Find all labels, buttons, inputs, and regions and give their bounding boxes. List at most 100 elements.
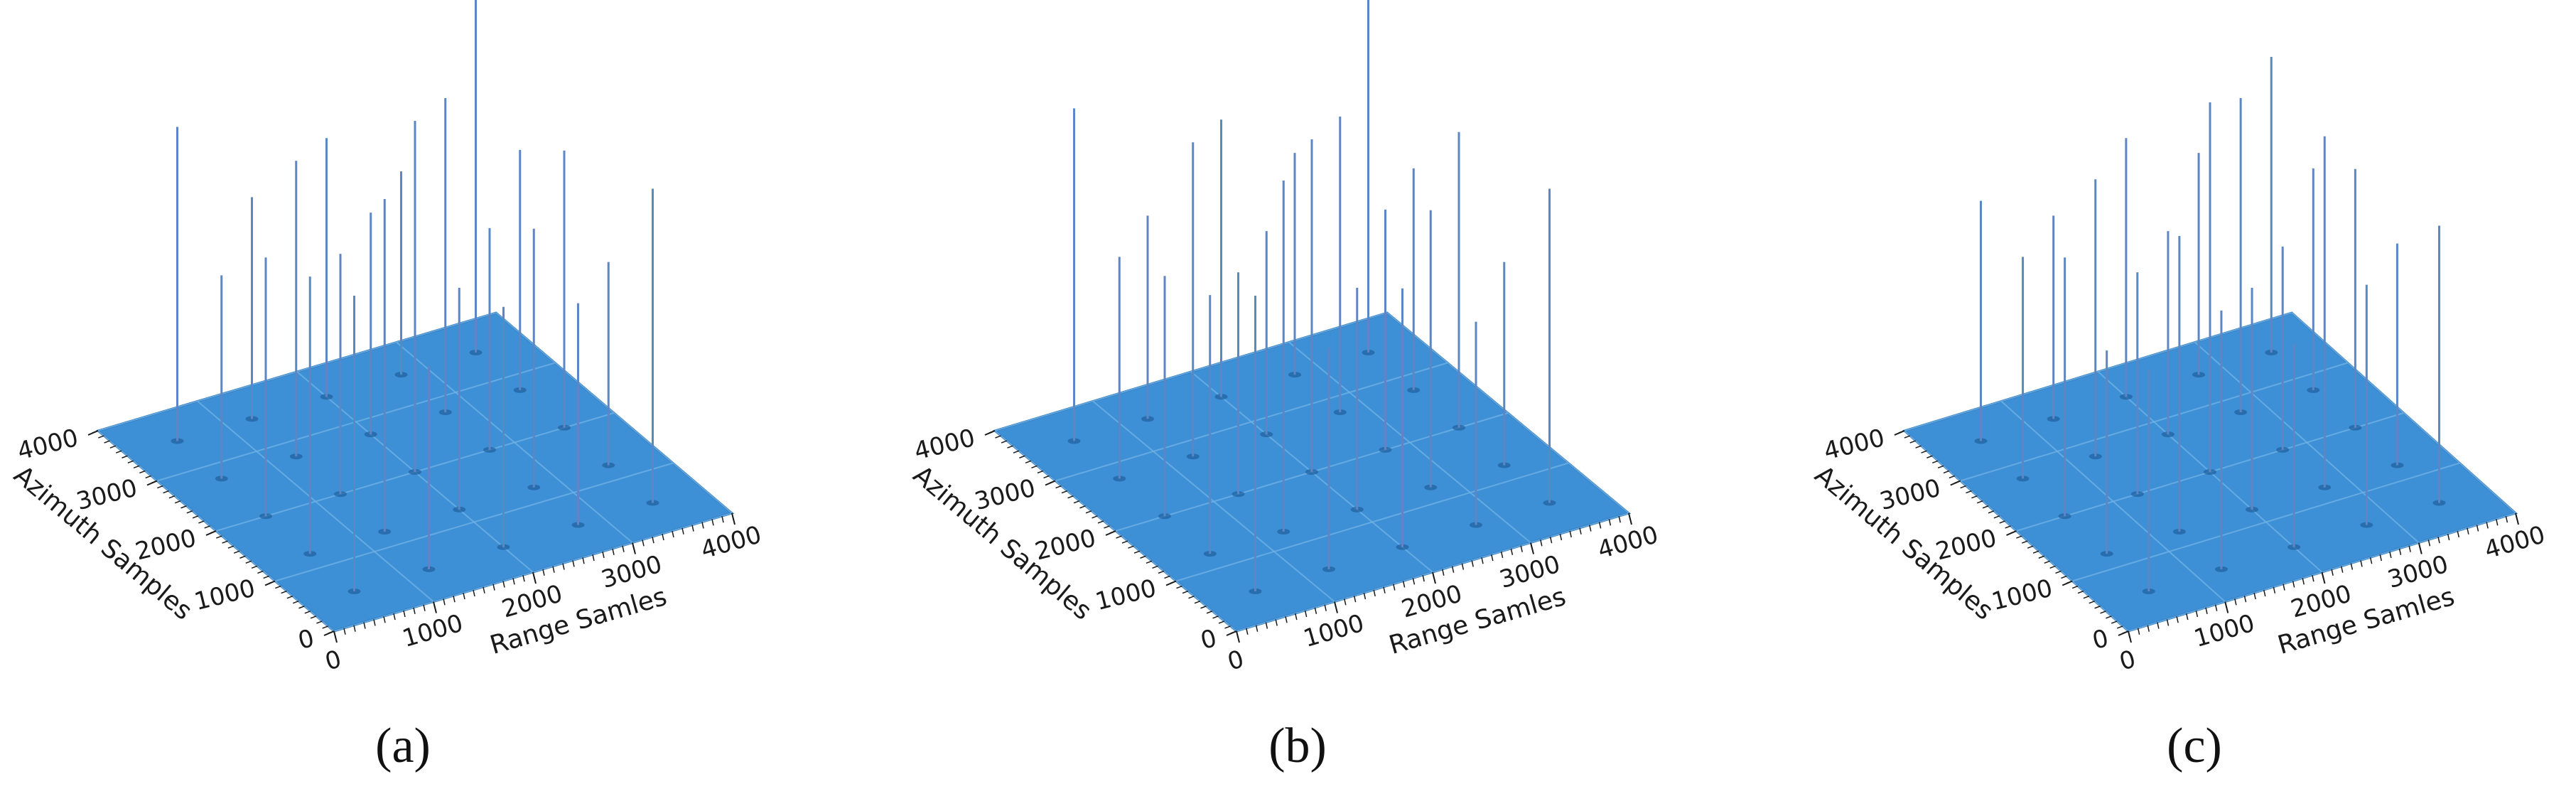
azimuth-minor-tick [1926,455,1933,458]
azimuth-minor-tick [2111,621,2118,624]
range-minor-tick [1608,519,1612,526]
range-minor-tick [2234,598,2237,606]
range-tick-label: 4000 [2481,520,2548,564]
range-minor-tick [1540,539,1543,547]
range-minor-tick [1451,566,1455,573]
azimuth-minor-tick [233,550,240,554]
azimuth-minor-tick [2094,606,2101,609]
range-minor-tick [2418,542,2421,549]
azimuth-minor-tick [2083,595,2090,599]
range-minor-tick [681,527,684,535]
azimuth-minor-tick [186,510,193,514]
azimuth-minor-tick [1949,475,1956,479]
azimuth-minor-tick [1037,470,1044,474]
range-minor-tick [1432,571,1435,579]
range-minor-tick [2176,616,2179,623]
azimuth-minor-tick [1971,495,1978,499]
azimuth-minor-tick [1085,510,1092,514]
range-minor-tick [672,530,674,538]
azimuth-minor-tick [1055,485,1062,489]
range-minor-tick [403,610,406,618]
range-minor-tick [592,554,595,562]
azimuth-minor-tick [2016,535,2022,539]
range-minor-tick [2515,512,2518,520]
azimuth-minor-tick [104,440,110,444]
azimuth-minor-tick [174,500,181,504]
azimuth-minor-tick [1966,490,1972,494]
azimuth-minor-tick [1007,445,1013,449]
range-minor-tick [642,539,645,547]
range-minor-tick [512,578,515,585]
azimuth-minor-tick [1188,595,1195,599]
range-tick-label: 1000 [2191,609,2258,653]
range-minor-tick [1500,551,1504,559]
range-tick-label: 4000 [698,520,765,564]
azimuth-minor-tick [2077,590,2084,594]
azimuth-minor-tick [1988,510,1995,514]
range-minor-tick [473,589,475,597]
range-tick-label: 0 [1224,645,1247,676]
range-minor-tick [2379,554,2382,562]
panel-caption: (a) [375,719,431,773]
range-minor-tick [1471,560,1474,567]
range-minor-tick [2427,539,2431,547]
azimuth-minor-tick [2049,565,2056,569]
azimuth-minor-tick [298,606,305,609]
azimuth-minor-tick [239,555,246,559]
range-minor-tick [2166,619,2170,626]
grid-line-azimuth [1055,362,1448,482]
range-tick-label: 1000 [1300,609,1367,653]
range-minor-tick [373,619,376,626]
range-minor-tick [2283,584,2285,591]
azimuth-minor-tick [222,540,228,544]
azimuth-minor-tick [198,520,205,524]
azimuth-minor-tick [145,475,151,479]
azimuth-minor-tick [2066,580,2073,584]
azimuth-minor-tick [2089,600,2096,604]
azimuth-minor-tick [269,580,276,584]
azimuth-minor-tick [1915,445,1922,449]
azimuth-minor-tick [1146,560,1153,564]
range-minor-tick [463,592,465,600]
range-minor-tick [2467,527,2469,535]
azimuth-minor-tick [1993,515,2000,519]
range-minor-tick [612,548,615,555]
azimuth-minor-tick [1025,460,1032,464]
range-minor-tick [2205,607,2208,614]
azimuth-minor-tick [1982,505,1989,509]
azimuth-minor-tick [1049,480,1056,484]
range-minor-tick [1461,563,1465,570]
range-minor-tick [2476,525,2479,532]
azimuth-minor-tick [127,460,134,464]
azimuth-minor-tick [1230,630,1237,634]
range-minor-tick [2157,622,2160,629]
range-minor-tick [731,512,734,520]
range-minor-tick [2408,545,2411,552]
grid-line-azimuth [1904,312,2292,431]
azimuth-minor-tick [2005,525,2011,529]
range-minor-tick [602,551,605,559]
azimuth-minor-tick [2061,575,2067,579]
range-minor-tick [1344,598,1347,606]
azimuth-minor-tick [133,465,140,469]
range-minor-tick [2273,586,2276,594]
range-minor-tick [1628,512,1631,520]
range-minor-tick [492,584,495,591]
range-minor-tick [2457,530,2459,538]
azimuth-minor-tick [328,630,335,634]
range-minor-tick [582,557,585,564]
range-minor-tick [1618,515,1621,523]
range-minor-tick [1598,522,1602,529]
azimuth-minor-tick [2071,585,2079,589]
azimuth-minor-tick [139,470,146,474]
azimuth-minor-tick [1043,475,1050,479]
azimuth-minor-tick [151,480,158,484]
azimuth-minor-tick [2100,611,2106,614]
azimuth-minor-tick [2010,530,2017,534]
range-minor-tick [552,566,555,573]
range-minor-tick [2505,515,2508,523]
azimuth-minor-tick [1116,535,1122,539]
range-minor-tick [2137,628,2140,635]
azimuth-minor-tick [1013,450,1020,453]
